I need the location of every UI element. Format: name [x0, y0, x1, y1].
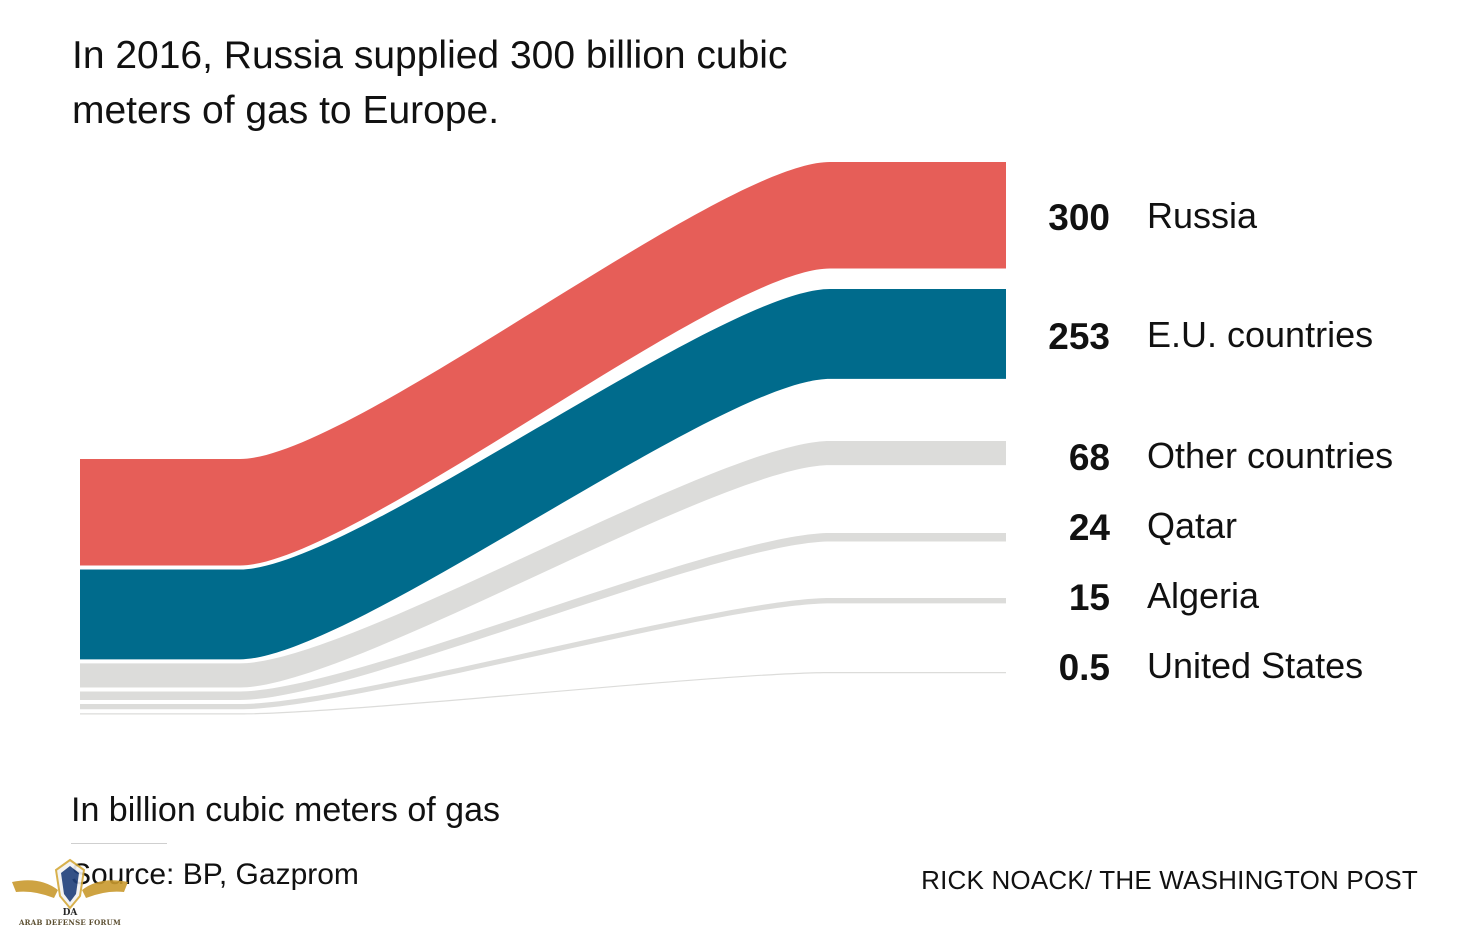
value-label: 0.5	[1059, 647, 1110, 688]
watermark-monogram: DA	[63, 908, 79, 918]
eagle-emblem-icon: DA	[12, 858, 128, 918]
series-name-label: Russia	[1147, 195, 1258, 236]
series-name-label: Qatar	[1147, 505, 1237, 546]
flow-band-algeria	[80, 598, 1006, 710]
flow-band-other-countries	[80, 441, 1006, 688]
divider	[71, 843, 167, 844]
value-label: 24	[1069, 507, 1111, 548]
series-name-label: United States	[1147, 645, 1363, 686]
label-group: 300 Russia 253 E.U. countries 68 Other countr…	[1048, 195, 1393, 688]
value-label: 15	[1069, 577, 1110, 618]
flow-band-qatar	[80, 533, 1006, 700]
unit-note: In billion cubic meters of gas	[71, 791, 500, 829]
credit-line: RICK NOACK/ THE WASHINGTON POST	[921, 865, 1418, 895]
chart-title: In 2016, Russia supplied 300 billion cub…	[72, 34, 788, 132]
series-name-label: Algeria	[1147, 575, 1260, 616]
series-name-label: Other countries	[1147, 435, 1393, 476]
watermark-logo: DA ARAB DEFENSE FORUM	[10, 852, 130, 944]
watermark-text: ARAB DEFENSE FORUM	[18, 918, 122, 927]
flow-band-e-u-countries	[80, 289, 1006, 660]
flow-band-russia	[80, 162, 1006, 566]
series-name-label: E.U. countries	[1147, 314, 1373, 355]
value-label: 253	[1048, 316, 1110, 357]
flow-group	[80, 162, 1006, 715]
value-label: 300	[1048, 197, 1110, 238]
value-label: 68	[1069, 437, 1110, 478]
